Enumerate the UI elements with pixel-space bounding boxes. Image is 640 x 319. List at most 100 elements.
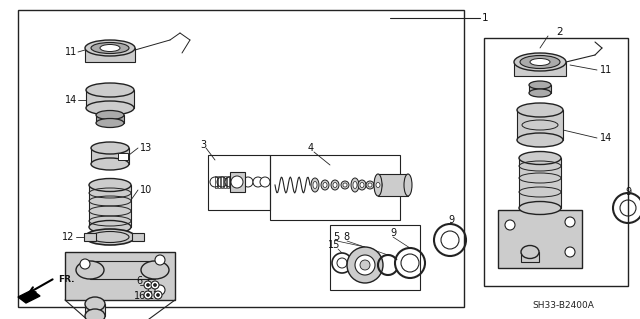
Bar xyxy=(90,261,155,279)
Circle shape xyxy=(225,177,235,187)
Bar xyxy=(224,176,226,188)
Circle shape xyxy=(80,259,90,269)
Text: 8: 8 xyxy=(343,232,349,242)
Text: 12: 12 xyxy=(62,232,74,242)
Circle shape xyxy=(243,177,253,187)
Circle shape xyxy=(505,220,515,230)
Circle shape xyxy=(144,291,152,299)
Bar xyxy=(514,62,566,76)
Ellipse shape xyxy=(341,181,349,189)
Ellipse shape xyxy=(91,158,129,170)
Text: 1: 1 xyxy=(482,13,488,23)
Bar xyxy=(91,148,129,164)
Text: 15: 15 xyxy=(328,240,340,250)
Bar xyxy=(84,233,96,241)
Bar xyxy=(218,176,220,188)
Ellipse shape xyxy=(311,178,319,192)
Circle shape xyxy=(157,293,159,296)
Ellipse shape xyxy=(517,103,563,117)
Ellipse shape xyxy=(358,180,366,190)
Bar xyxy=(270,155,400,220)
Text: 3: 3 xyxy=(200,140,206,150)
Ellipse shape xyxy=(529,89,551,97)
Bar xyxy=(378,174,408,196)
Text: 5: 5 xyxy=(333,232,339,242)
Ellipse shape xyxy=(86,83,134,97)
Ellipse shape xyxy=(351,178,359,192)
Circle shape xyxy=(253,177,263,187)
Bar xyxy=(484,38,628,286)
Ellipse shape xyxy=(374,174,382,196)
Bar xyxy=(89,185,131,227)
Circle shape xyxy=(355,255,375,275)
Ellipse shape xyxy=(521,246,539,258)
Bar xyxy=(517,110,563,140)
Bar xyxy=(85,304,105,316)
Circle shape xyxy=(154,284,157,286)
Text: 7: 7 xyxy=(144,276,150,286)
Ellipse shape xyxy=(343,183,347,187)
Circle shape xyxy=(210,177,220,187)
Circle shape xyxy=(565,247,575,257)
Ellipse shape xyxy=(100,44,120,51)
Ellipse shape xyxy=(85,229,135,245)
Text: 4: 4 xyxy=(308,143,314,153)
Bar xyxy=(529,85,551,93)
Circle shape xyxy=(147,284,150,286)
Ellipse shape xyxy=(331,180,339,190)
Ellipse shape xyxy=(353,182,357,189)
Ellipse shape xyxy=(85,40,135,56)
Ellipse shape xyxy=(374,180,382,190)
Ellipse shape xyxy=(517,133,563,147)
Bar xyxy=(18,10,464,307)
Bar xyxy=(208,155,270,210)
Ellipse shape xyxy=(520,56,560,69)
Text: 10: 10 xyxy=(140,185,152,195)
Bar xyxy=(498,210,582,268)
Ellipse shape xyxy=(519,152,561,165)
Ellipse shape xyxy=(360,182,364,188)
Ellipse shape xyxy=(514,53,566,71)
Ellipse shape xyxy=(519,202,561,214)
Circle shape xyxy=(231,176,243,188)
Ellipse shape xyxy=(529,81,551,89)
Ellipse shape xyxy=(376,182,380,188)
Text: 6: 6 xyxy=(136,276,142,286)
Circle shape xyxy=(151,281,159,289)
Ellipse shape xyxy=(91,142,129,154)
Circle shape xyxy=(154,291,162,299)
Bar xyxy=(519,158,561,208)
Ellipse shape xyxy=(89,220,131,234)
Ellipse shape xyxy=(85,309,105,319)
Ellipse shape xyxy=(368,183,372,187)
Text: 14: 14 xyxy=(65,95,77,105)
Ellipse shape xyxy=(323,182,327,188)
Bar xyxy=(521,252,539,262)
Text: 16: 16 xyxy=(134,291,147,301)
Text: 17: 17 xyxy=(148,291,161,301)
Ellipse shape xyxy=(96,110,124,120)
Circle shape xyxy=(235,177,245,187)
Text: 9: 9 xyxy=(625,187,631,197)
Bar xyxy=(221,176,223,188)
Bar xyxy=(230,172,245,192)
Circle shape xyxy=(347,247,383,283)
Text: 11: 11 xyxy=(65,47,77,57)
Circle shape xyxy=(147,293,150,296)
Bar xyxy=(85,48,135,62)
Polygon shape xyxy=(18,290,40,303)
Ellipse shape xyxy=(89,179,131,191)
Ellipse shape xyxy=(91,42,129,54)
Circle shape xyxy=(565,217,575,227)
Ellipse shape xyxy=(333,182,337,188)
Ellipse shape xyxy=(76,261,104,279)
Text: 13: 13 xyxy=(140,143,152,153)
Text: SH33-B2400A: SH33-B2400A xyxy=(532,300,594,309)
Ellipse shape xyxy=(85,297,105,311)
Bar xyxy=(118,153,128,160)
Ellipse shape xyxy=(96,118,124,128)
Ellipse shape xyxy=(141,261,169,279)
Text: 2: 2 xyxy=(556,27,563,37)
Text: 9: 9 xyxy=(448,215,454,225)
Ellipse shape xyxy=(313,182,317,189)
